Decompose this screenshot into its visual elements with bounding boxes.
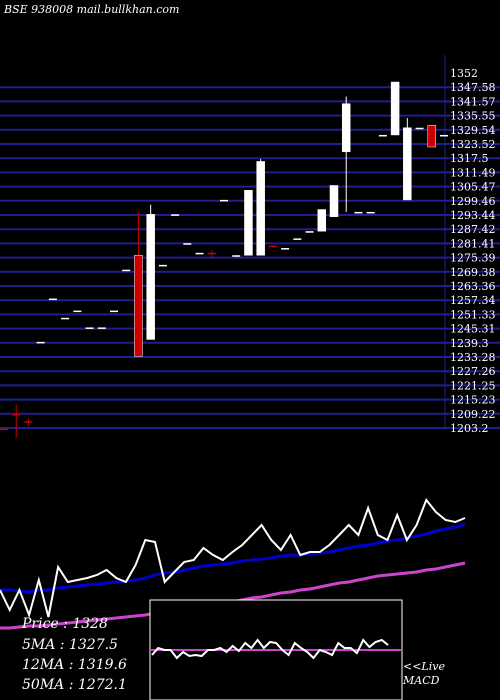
y-tick-label: 1215.23 [450,394,496,407]
live-label[interactable]: <<Live [403,660,445,673]
candle-body [354,211,363,214]
ma12-readout: 12MA : 1319.6 [22,657,127,673]
candle-body [134,255,143,357]
candle-body [48,298,57,301]
candle-body [12,414,21,416]
y-tick-label: 1293.44 [450,209,496,222]
candle-body [378,134,387,137]
candle-body [317,209,327,232]
candle-body [122,269,131,272]
candle-body [268,245,277,248]
candle-body [256,161,265,256]
y-tick-label: 1347.58 [450,81,496,94]
candle-body [293,238,302,240]
y-tick-label: 1221.25 [450,379,496,392]
candle-body [73,310,82,313]
y-tick-label: 1269.38 [450,266,496,279]
live-indicator[interactable]: <<Live MACD [403,660,445,688]
candle-body [183,243,192,245]
candle-body [415,127,424,130]
candle-body [220,199,228,202]
y-tick-label: 1251.33 [450,308,496,321]
candle-body [0,428,8,430]
candle-body [390,81,400,136]
candle-body [427,125,437,148]
chart-header: BSE 938008 mail.bullkhan.com [4,3,180,16]
y-tick-label: 1239.3 [450,337,489,350]
y-tick-label: 1245.31 [450,323,496,336]
candle-body [110,310,118,313]
price-readout: Price : 1328 [22,616,108,632]
y-tick-label: 1263.36 [450,280,496,293]
y-tick-label: 1323.52 [450,138,496,151]
y-tick-label: 1311.49 [450,166,496,179]
candle-body [97,327,106,329]
ma50-readout: 50MA : 1272.1 [22,677,127,693]
y-tick-label: 1203.2 [450,422,489,435]
candle-body [281,248,290,250]
macd-label: MACD [403,674,440,687]
y-tick-label: 1227.26 [450,365,496,378]
candle-body [305,231,314,233]
candle-body [61,317,70,320]
y-tick-label: 1329.54 [450,124,496,137]
candle-body [85,327,94,329]
candle-body [440,134,448,137]
candle-body [207,252,216,255]
y-tick-label: 1317.5 [450,152,489,165]
candle-body [36,341,45,344]
candle-body [24,421,33,423]
y-tick-label: 1341.57 [450,95,496,108]
y-tick-label: 1233.28 [450,351,496,364]
y-tick-label: 1287.42 [450,223,496,236]
candle-body [158,264,167,267]
y-tick-label: 1299.46 [450,195,496,208]
y-tick-label: 1281.41 [450,237,496,250]
candle-body [232,255,241,257]
candle-body [341,103,351,153]
candle-body [366,211,375,214]
candle-body [146,214,155,340]
candle-body [171,214,180,216]
candle-body [244,190,253,256]
candle-body [195,252,204,255]
y-tick-label: 1275.39 [450,252,496,265]
y-tick-label: 1257.34 [450,294,496,307]
y-tick-label: 1352 [450,67,478,80]
macd-line [151,638,389,660]
price-line [0,498,466,619]
y-tick-label: 1209.22 [450,408,496,421]
y-tick-label: 1305.47 [450,181,496,194]
candle-body [329,185,339,218]
ma5-readout: 5MA : 1327.5 [22,637,118,653]
y-tick-label: 1335.55 [450,110,496,123]
candle-body [403,127,412,201]
